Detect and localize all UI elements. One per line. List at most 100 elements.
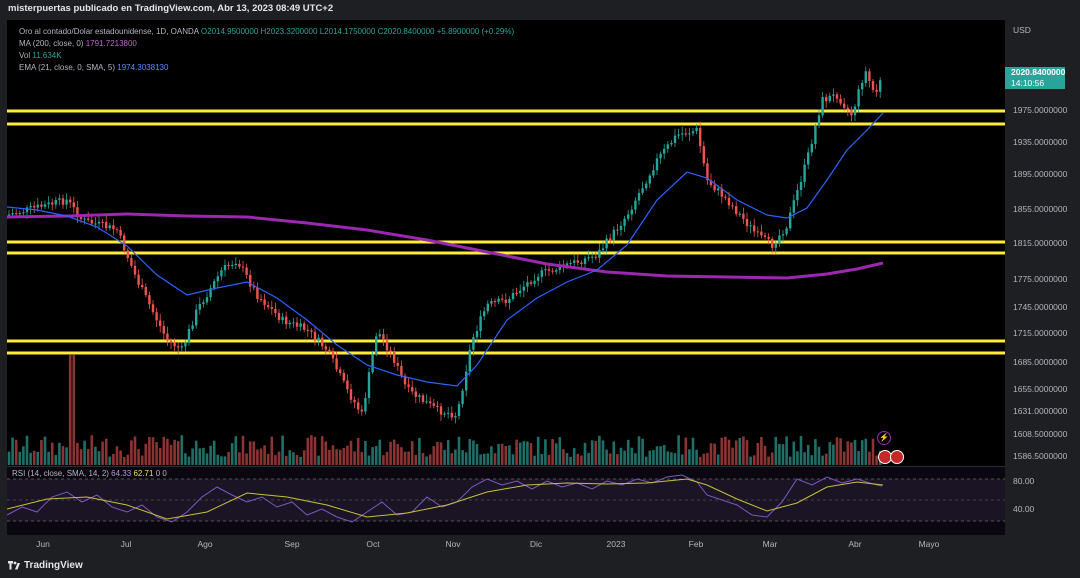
candle-body [303, 323, 306, 330]
header-bar: misterpuertas publicado en TradingView.c… [0, 0, 1080, 20]
volume-bar [220, 456, 223, 465]
candle-body [821, 97, 824, 116]
vol-legend[interactable]: Vol 11.634K [19, 51, 62, 60]
candle-body [537, 276, 540, 281]
volume-bar [371, 447, 374, 465]
volume-bar [810, 455, 814, 465]
candle-body [11, 213, 14, 215]
price-label: 1586.5000000 [1013, 451, 1068, 461]
candle-body [792, 200, 795, 213]
candle-body [731, 205, 734, 207]
candle-body [468, 349, 471, 372]
candle-body [673, 135, 677, 143]
rsi-legend[interactable]: RSI (14, close, SMA, 14, 2) 64.33 62.71 … [12, 469, 167, 478]
candle-body [238, 263, 241, 267]
volume-bar [691, 437, 695, 465]
volume-bar [482, 453, 486, 465]
volume-bar [241, 435, 245, 465]
candle-body [853, 106, 857, 116]
volume-bar [716, 454, 720, 465]
ohlc-low: L2014.1750000 [319, 27, 376, 36]
candle-body [720, 188, 723, 197]
volume-bar [360, 452, 364, 465]
candle-body [47, 202, 50, 205]
candle-body [429, 401, 432, 404]
ma-label: MA (200, close, 0) [19, 39, 84, 48]
symbol-legend[interactable]: Oro al contado/Dolar estadounidense, 1D,… [19, 27, 514, 36]
candlesticks[interactable] [7, 66, 882, 424]
volume-bar [184, 453, 187, 465]
volume-bar [630, 447, 634, 465]
volume-bar [605, 449, 608, 465]
volume-bar [245, 453, 248, 465]
candle-body [630, 209, 633, 215]
candle-body [688, 133, 691, 135]
candle-body [299, 323, 302, 327]
volume-bar [702, 453, 706, 465]
candle-body [274, 308, 277, 313]
publish-info: misterpuertas publicado en TradingView.c… [8, 3, 334, 14]
volume-bar [112, 453, 115, 465]
candle-body [61, 198, 65, 205]
volume-bar [209, 445, 212, 465]
main-chart-svg[interactable] [7, 20, 1005, 535]
price-axis[interactable]: USD 1975.0000000 1935.0000000 1895.00000… [1005, 20, 1080, 535]
candle-body [753, 225, 756, 232]
candle-body [418, 395, 421, 397]
volume-bar [497, 444, 500, 465]
currency-label: USD [1013, 25, 1031, 35]
volume-bar [580, 455, 583, 465]
volume-bar [212, 440, 216, 465]
volume-bar [284, 455, 288, 465]
candle-body [594, 256, 597, 258]
candle-body [850, 109, 853, 116]
candle-body [436, 405, 439, 407]
rsi-ma-line [7, 478, 884, 520]
candle-body [742, 213, 745, 219]
candle-body [313, 331, 317, 341]
candle-body [97, 221, 101, 224]
ema-legend[interactable]: EMA (21, close, 0, SMA, 5) 1974.3038130 [19, 63, 168, 72]
volume-bar [223, 456, 227, 465]
candle-body [803, 164, 806, 182]
volume-bar [108, 456, 112, 465]
volume-bar [853, 439, 857, 465]
flag-icon-2[interactable] [890, 450, 904, 464]
candle-body [670, 142, 673, 145]
candle-body [205, 297, 209, 303]
candle-body [209, 288, 212, 298]
volume-bar [234, 436, 238, 465]
volume-bar [839, 438, 842, 465]
time-label: Sep [284, 539, 300, 549]
candle-body [677, 134, 680, 136]
candle-body [115, 229, 119, 231]
candle-body [472, 337, 475, 350]
candle-body [587, 257, 590, 259]
volume-bar [364, 440, 367, 465]
volume-bar [731, 447, 734, 465]
rsi-pane[interactable]: RSI (14, close, SMA, 14, 2) 64.33 62.71 … [7, 466, 1005, 536]
volume-bar [346, 445, 349, 465]
volume-bar [428, 454, 432, 465]
volume-bar [792, 441, 796, 465]
candle-body [749, 225, 752, 227]
candle-body [533, 280, 536, 284]
candle-body [270, 307, 273, 309]
chart-area[interactable]: Oro al contado/Dolar estadounidense, 1D,… [7, 20, 1005, 535]
volume-bar [695, 449, 698, 465]
candle-body [767, 236, 770, 239]
volume-bar [486, 453, 490, 465]
volume-bar [392, 439, 396, 465]
candle-body [159, 320, 162, 327]
volume-bar [277, 451, 281, 465]
volume-bar [11, 437, 14, 465]
time-axis[interactable]: Jun Jul Ago Sep Oct Nov Dic 2023 Feb Mar… [7, 535, 1005, 553]
ma-legend[interactable]: MA (200, close, 0) 1791.7213800 [19, 39, 137, 48]
candle-body [555, 269, 558, 272]
volume-bar [353, 451, 356, 465]
candle-body [479, 316, 482, 332]
candle-body [619, 225, 623, 230]
lightning-icon[interactable]: ⚡ [877, 431, 891, 445]
candle-body [151, 304, 155, 313]
candle-body [609, 238, 612, 241]
